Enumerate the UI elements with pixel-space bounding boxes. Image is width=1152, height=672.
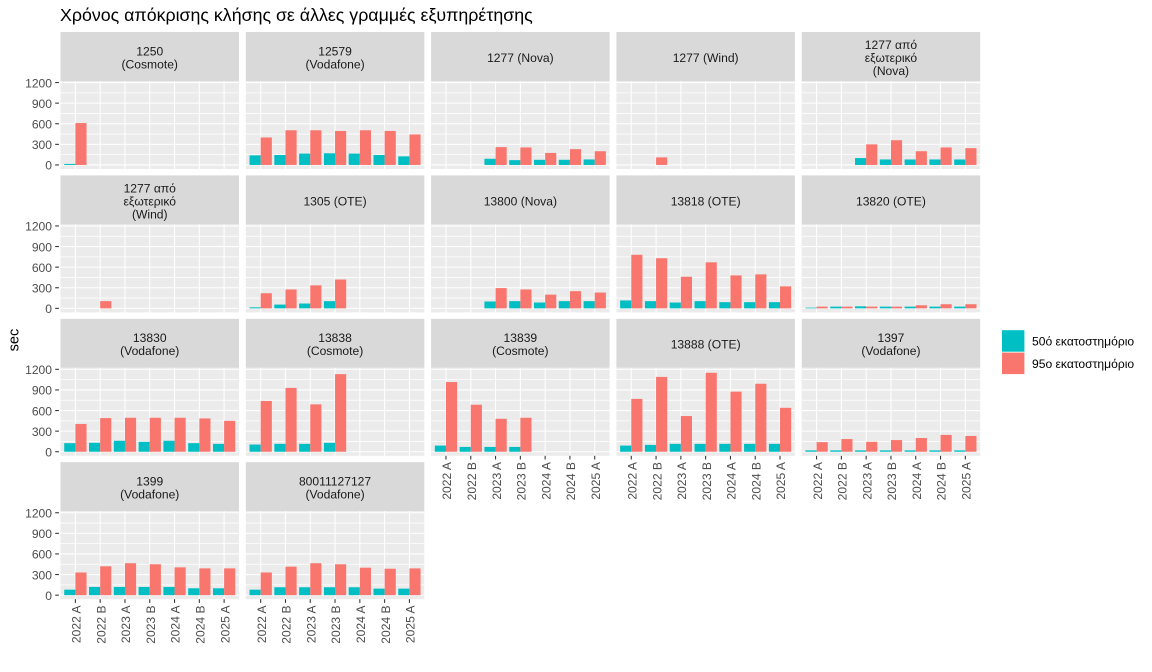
svg-text:2022 A: 2022 A bbox=[70, 604, 84, 643]
svg-text:300: 300 bbox=[32, 425, 52, 439]
svg-text:(Vodafone): (Vodafone) bbox=[120, 344, 179, 358]
svg-text:2022 A: 2022 A bbox=[811, 461, 825, 500]
svg-text:13830: 13830 bbox=[133, 331, 167, 345]
svg-text:600: 600 bbox=[32, 548, 52, 562]
svg-text:2022 A: 2022 A bbox=[440, 461, 454, 500]
svg-text:εξωτερικό: εξωτερικό bbox=[124, 194, 177, 208]
svg-text:12579: 12579 bbox=[318, 44, 352, 58]
svg-text:2023 A: 2023 A bbox=[304, 604, 318, 643]
svg-text:(Cosmote): (Cosmote) bbox=[492, 344, 548, 358]
svg-text:80011127127: 80011127127 bbox=[299, 475, 371, 489]
svg-text:1399: 1399 bbox=[136, 475, 163, 489]
svg-text:2024 A: 2024 A bbox=[910, 461, 924, 500]
svg-text:2023 A: 2023 A bbox=[860, 461, 874, 500]
svg-text:50ό εκατοστημόριο: 50ό εκατοστημόριο bbox=[1032, 335, 1134, 349]
svg-text:2025 A: 2025 A bbox=[218, 604, 232, 643]
svg-text:0: 0 bbox=[45, 445, 52, 459]
svg-text:2022 B: 2022 B bbox=[94, 605, 108, 643]
svg-text:(Cosmote): (Cosmote) bbox=[307, 344, 363, 358]
svg-text:1200: 1200 bbox=[25, 76, 52, 90]
svg-text:2022 A: 2022 A bbox=[625, 461, 639, 500]
svg-text:2024 B: 2024 B bbox=[194, 605, 208, 643]
svg-text:900: 900 bbox=[32, 97, 52, 111]
svg-text:13888 (OTE): 13888 (OTE) bbox=[671, 338, 741, 352]
svg-text:2025 A: 2025 A bbox=[774, 461, 788, 500]
svg-text:(Cosmote): (Cosmote) bbox=[122, 57, 178, 71]
svg-text:0: 0 bbox=[45, 589, 52, 603]
svg-text:2023 B: 2023 B bbox=[700, 462, 714, 500]
svg-text:13818 (OTE): 13818 (OTE) bbox=[671, 194, 741, 208]
svg-text:900: 900 bbox=[32, 384, 52, 398]
svg-text:2023 A: 2023 A bbox=[675, 461, 689, 500]
svg-text:2024 B: 2024 B bbox=[935, 462, 949, 500]
svg-text:2022 A: 2022 A bbox=[255, 604, 269, 643]
svg-text:2022 B: 2022 B bbox=[465, 462, 479, 500]
svg-text:1277 (Nova): 1277 (Nova) bbox=[487, 51, 554, 65]
svg-text:2023 A: 2023 A bbox=[119, 604, 133, 643]
svg-text:300: 300 bbox=[32, 138, 52, 152]
svg-text:1250: 1250 bbox=[136, 44, 163, 58]
svg-text:2023 B: 2023 B bbox=[329, 605, 343, 643]
svg-text:2025 A: 2025 A bbox=[589, 461, 603, 500]
svg-text:900: 900 bbox=[32, 240, 52, 254]
svg-text:13839: 13839 bbox=[504, 331, 538, 345]
svg-text:Χρόνος απόκρισης κλήσης σε άλλ: Χρόνος απόκρισης κλήσης σε άλλες γραμμές… bbox=[60, 5, 533, 25]
svg-text:600: 600 bbox=[32, 404, 52, 418]
svg-text:1305 (OTE): 1305 (OTE) bbox=[303, 194, 366, 208]
svg-text:2024 A: 2024 A bbox=[539, 461, 553, 500]
svg-text:2024 B: 2024 B bbox=[564, 462, 578, 500]
svg-text:2023 B: 2023 B bbox=[144, 605, 158, 643]
svg-text:sec: sec bbox=[6, 329, 22, 352]
svg-text:2024 A: 2024 A bbox=[169, 604, 183, 643]
svg-text:300: 300 bbox=[32, 568, 52, 582]
svg-text:2024 B: 2024 B bbox=[749, 462, 763, 500]
svg-text:(Nova): (Nova) bbox=[873, 64, 909, 78]
svg-text:1200: 1200 bbox=[25, 506, 52, 520]
svg-text:13800 (Nova): 13800 (Nova) bbox=[484, 194, 557, 208]
svg-text:2023 B: 2023 B bbox=[885, 462, 899, 500]
svg-text:2023 B: 2023 B bbox=[515, 462, 529, 500]
svg-text:2025 A: 2025 A bbox=[404, 604, 418, 643]
svg-text:1277 (Wind): 1277 (Wind) bbox=[673, 51, 739, 65]
svg-text:(Vodafone): (Vodafone) bbox=[305, 57, 364, 71]
svg-text:2023 A: 2023 A bbox=[490, 461, 504, 500]
svg-text:1277 από: 1277 από bbox=[124, 181, 177, 195]
svg-text:2024 A: 2024 A bbox=[725, 461, 739, 500]
svg-text:1277 από: 1277 από bbox=[865, 38, 918, 52]
svg-text:2022 B: 2022 B bbox=[836, 462, 850, 500]
svg-text:1200: 1200 bbox=[25, 220, 52, 234]
svg-text:(Vodafone): (Vodafone) bbox=[861, 344, 920, 358]
svg-text:600: 600 bbox=[32, 117, 52, 131]
svg-text:2024 A: 2024 A bbox=[354, 604, 368, 643]
svg-text:0: 0 bbox=[45, 302, 52, 316]
svg-text:(Vodafone): (Vodafone) bbox=[120, 488, 179, 502]
svg-text:900: 900 bbox=[32, 527, 52, 541]
svg-text:2025 A: 2025 A bbox=[960, 461, 974, 500]
svg-text:(Vodafone): (Vodafone) bbox=[305, 488, 364, 502]
svg-text:13820 (OTE): 13820 (OTE) bbox=[856, 194, 926, 208]
svg-text:(Wind): (Wind) bbox=[132, 207, 168, 221]
svg-text:0: 0 bbox=[45, 159, 52, 173]
svg-text:1200: 1200 bbox=[25, 363, 52, 377]
svg-text:13838: 13838 bbox=[318, 331, 352, 345]
svg-text:300: 300 bbox=[32, 281, 52, 295]
svg-text:2022 B: 2022 B bbox=[650, 462, 664, 500]
svg-text:εξωτερικό: εξωτερικό bbox=[865, 51, 918, 65]
svg-text:600: 600 bbox=[32, 261, 52, 275]
svg-text:2024 B: 2024 B bbox=[379, 605, 393, 643]
svg-text:1397: 1397 bbox=[877, 331, 904, 345]
svg-text:2022 B: 2022 B bbox=[280, 605, 294, 643]
svg-text:95ο εκατοστημόριο: 95ο εκατοστημόριο bbox=[1032, 357, 1134, 371]
